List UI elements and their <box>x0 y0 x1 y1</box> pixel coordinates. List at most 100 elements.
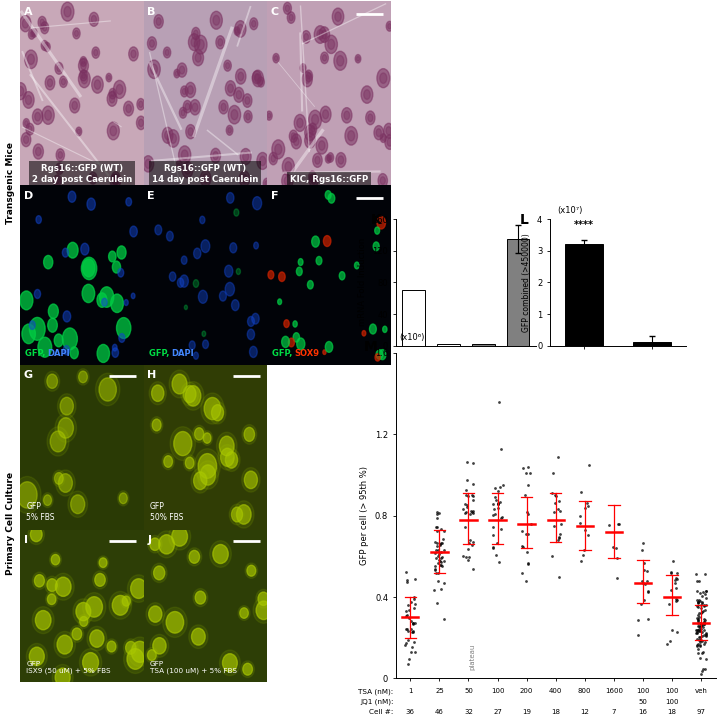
Circle shape <box>184 455 196 471</box>
Circle shape <box>181 256 187 264</box>
Point <box>555 518 566 530</box>
Circle shape <box>277 299 282 305</box>
Point <box>698 606 709 618</box>
Circle shape <box>243 94 252 107</box>
Circle shape <box>92 76 103 93</box>
Circle shape <box>374 125 384 140</box>
Text: Rgs16: Rgs16 <box>437 392 459 399</box>
Point <box>432 557 444 569</box>
Point <box>697 626 708 637</box>
Text: TSA (nM):: TSA (nM): <box>358 689 394 694</box>
Circle shape <box>78 70 90 88</box>
Circle shape <box>41 22 49 34</box>
Circle shape <box>201 393 224 424</box>
Circle shape <box>143 156 153 172</box>
Circle shape <box>188 127 193 135</box>
Circle shape <box>174 432 192 455</box>
Circle shape <box>232 300 239 311</box>
Circle shape <box>153 566 165 580</box>
Circle shape <box>199 290 207 303</box>
Circle shape <box>63 311 71 322</box>
Circle shape <box>201 431 212 445</box>
Circle shape <box>194 428 204 440</box>
Circle shape <box>328 39 335 49</box>
Point <box>691 627 703 639</box>
Circle shape <box>138 101 143 107</box>
Circle shape <box>300 64 306 72</box>
Circle shape <box>245 563 257 578</box>
Text: GFP
50% FBS: GFP 50% FBS <box>150 502 183 522</box>
Y-axis label: mRNA Fold Induction: mRNA Fold Induction <box>358 238 366 327</box>
Circle shape <box>100 287 114 307</box>
Circle shape <box>176 161 182 170</box>
Circle shape <box>306 72 310 79</box>
Circle shape <box>112 348 118 358</box>
Point <box>695 640 706 652</box>
Point <box>403 612 414 623</box>
Point <box>405 646 417 657</box>
Circle shape <box>61 2 74 21</box>
Circle shape <box>151 385 164 401</box>
Point <box>403 658 414 670</box>
Circle shape <box>17 86 24 96</box>
Point <box>490 491 501 502</box>
Point <box>577 550 589 561</box>
Point <box>665 584 677 596</box>
Point <box>489 481 500 493</box>
Circle shape <box>51 555 60 565</box>
Point <box>698 613 709 625</box>
Point <box>691 639 703 650</box>
Circle shape <box>118 269 124 277</box>
Point <box>581 497 593 508</box>
Point <box>405 615 417 626</box>
Point <box>430 544 442 556</box>
Point <box>462 474 473 486</box>
Circle shape <box>194 472 206 489</box>
Text: plateau: plateau <box>470 644 476 670</box>
Point <box>642 585 653 597</box>
Point <box>464 508 475 520</box>
Circle shape <box>234 501 254 528</box>
Point <box>461 500 473 511</box>
Point <box>460 498 471 510</box>
Circle shape <box>58 151 62 159</box>
Point <box>522 508 533 520</box>
Text: GFP,: GFP, <box>148 349 172 358</box>
Circle shape <box>149 382 166 405</box>
Circle shape <box>57 635 72 654</box>
Circle shape <box>314 25 326 43</box>
Point <box>692 638 703 649</box>
Circle shape <box>131 50 136 58</box>
Point <box>400 623 412 634</box>
Point <box>692 613 703 625</box>
Point <box>400 606 412 618</box>
Point <box>670 582 682 594</box>
Circle shape <box>231 109 238 119</box>
Circle shape <box>148 37 156 50</box>
Text: 27: 27 <box>493 709 502 715</box>
Circle shape <box>81 62 86 70</box>
Circle shape <box>91 174 95 182</box>
Circle shape <box>55 577 71 597</box>
Point <box>467 457 478 468</box>
Circle shape <box>120 594 132 608</box>
Circle shape <box>76 127 82 136</box>
Point <box>495 523 506 535</box>
Point <box>464 535 475 547</box>
Point <box>523 558 534 570</box>
Point <box>698 624 709 636</box>
Point <box>641 575 652 586</box>
Circle shape <box>57 166 62 172</box>
Point <box>692 641 703 652</box>
Point <box>693 631 705 643</box>
Point <box>408 617 419 628</box>
Circle shape <box>327 156 330 161</box>
Point <box>403 599 414 611</box>
Text: GFP
TSA (100 uM) + 5% FBS: GFP TSA (100 uM) + 5% FBS <box>150 661 237 675</box>
Point <box>692 617 703 628</box>
Circle shape <box>174 70 180 78</box>
Circle shape <box>244 471 257 489</box>
Point <box>492 498 503 510</box>
Circle shape <box>179 66 185 74</box>
Point <box>639 594 650 606</box>
